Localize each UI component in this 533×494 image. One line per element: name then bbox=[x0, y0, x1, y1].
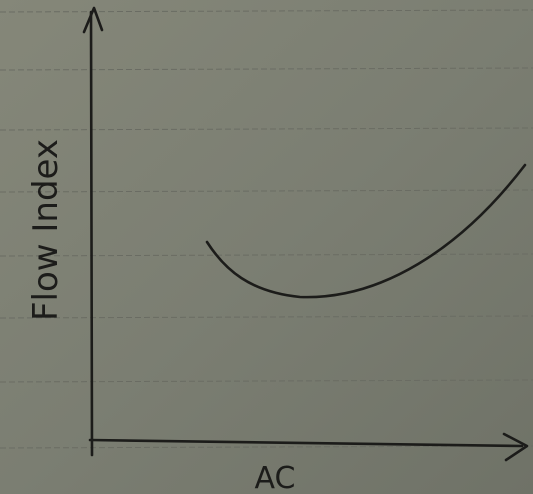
sketch: Flow Index AC bbox=[0, 0, 533, 494]
paper bbox=[0, 0, 533, 494]
y-axis bbox=[91, 12, 92, 455]
y-axis-label: Flow Index bbox=[26, 139, 66, 321]
page: Flow Index AC (() => { const data = JSON… bbox=[0, 0, 533, 494]
x-axis-label: AC bbox=[255, 461, 296, 494]
